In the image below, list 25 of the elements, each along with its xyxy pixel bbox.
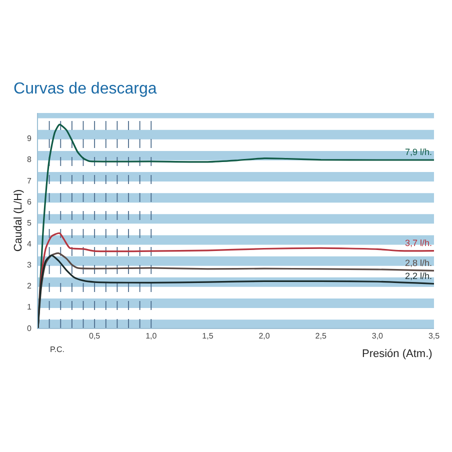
x-tick-label: 3,5 bbox=[428, 332, 440, 341]
y-tick-label: 9 bbox=[26, 134, 32, 144]
series-label: 2,2 l/h. bbox=[405, 271, 432, 281]
y-tick-label: 7 bbox=[26, 176, 32, 186]
y-tick-label: 3 bbox=[26, 260, 32, 270]
y-tick-label: 2 bbox=[26, 282, 32, 291]
y-tick-label: 5 bbox=[26, 218, 32, 228]
x-tick-label: 1,0 bbox=[146, 332, 158, 341]
chart-title: Curvas de descarga bbox=[14, 80, 157, 98]
y-axis-title: Caudal (L/H) bbox=[12, 189, 25, 252]
series-label: 3,7 l/h. bbox=[405, 238, 432, 248]
x-tick-label: 1,5 bbox=[202, 332, 214, 341]
series-label: 7,9 l/h. bbox=[405, 147, 432, 157]
x-tick-label: 3,0 bbox=[372, 332, 384, 341]
x-tick-label: 2,0 bbox=[258, 332, 270, 341]
y-tick-label: 1 bbox=[26, 302, 32, 312]
y-tick-label: 6 bbox=[26, 197, 32, 206]
y-tick-label: 8 bbox=[26, 155, 32, 164]
y-tick-label: 4 bbox=[26, 239, 32, 248]
series-label: 2,8 l/h. bbox=[405, 258, 432, 268]
y-tick-label: 0 bbox=[26, 324, 32, 333]
x-tick-label: 2,5 bbox=[315, 332, 327, 341]
text: P.C. bbox=[50, 345, 65, 354]
x-tick-label: 0,5 bbox=[89, 332, 101, 341]
x-axis-title: Presión (Atm.) bbox=[362, 348, 432, 360]
